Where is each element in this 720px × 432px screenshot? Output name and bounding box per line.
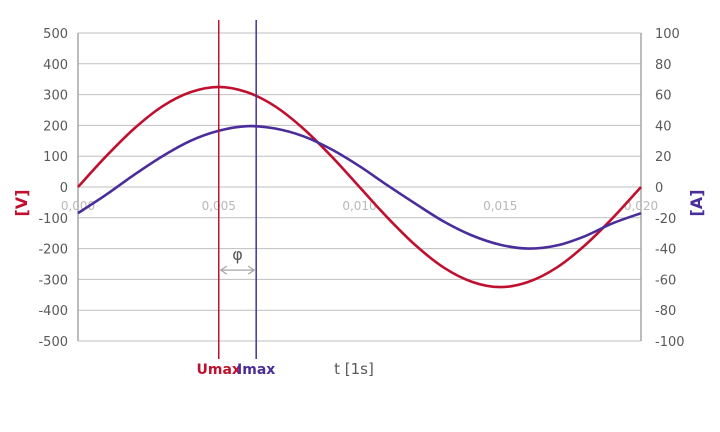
y-tick-label-right: 60 [655,89,672,104]
y-tick-label-left: 100 [43,150,68,165]
y-tick-label-right: -60 [655,273,676,288]
y-tick-label-left: 0 [60,181,68,196]
y-tick-label-left: -200 [38,243,68,258]
phase-label: φ [232,245,243,264]
y-tick-label-right: 100 [655,27,680,42]
y-tick-label-left: -500 [38,335,68,350]
y-tick-label-right: -80 [655,304,676,319]
phase-arrow-head-left [219,265,228,275]
y-tick-label-right: -40 [655,243,676,258]
y-tick-label-right: -100 [655,335,685,350]
y-tick-label-left: 500 [43,27,68,42]
peak-marker-label: Umax [197,362,241,378]
series-line-imax [77,124,642,250]
x-tick-label: 0,010 [342,199,376,213]
y-tick-label-left: -400 [38,304,68,319]
series-lines [77,85,642,289]
x-axis-ticks: 0,000 0,005 0,010 0,015 0,020 [61,199,658,213]
y-tick-label-left: 400 [43,58,68,73]
y-tick-label-right: -20 [655,212,676,227]
y-tick-label-left: -300 [38,273,68,288]
series-line-umax [77,85,642,289]
y-tick-label-right: 40 [655,119,672,134]
phase-arrow-head-right [247,265,256,275]
y-tick-label-right: 20 [655,150,672,165]
x-tick-label: 0,000 [61,199,95,213]
left-axis-ticks: 500 400 300 200 100 0 -100 -200 -300 -400 -500 [38,27,68,350]
y-tick-label-left: -100 [38,212,68,227]
y-tick-label-right: 80 [655,58,672,73]
y-axis-label-left: [V] [12,189,31,216]
x-tick-label: 0,020 [624,199,658,213]
y-tick-label-left: 300 [43,89,68,104]
peak-marker-label: Imax [237,362,275,378]
x-axis-label: t [1s] [334,360,374,378]
y-tick-label-right: 0 [655,181,663,196]
right-axis-ticks: 100 80 60 40 20 0 -20 -40 -60 -80 -100 [655,27,685,350]
y-tick-label-left: 200 [43,119,68,134]
y-axis-label-right: [A] [687,189,706,216]
x-tick-label: 0,015 [483,199,517,213]
